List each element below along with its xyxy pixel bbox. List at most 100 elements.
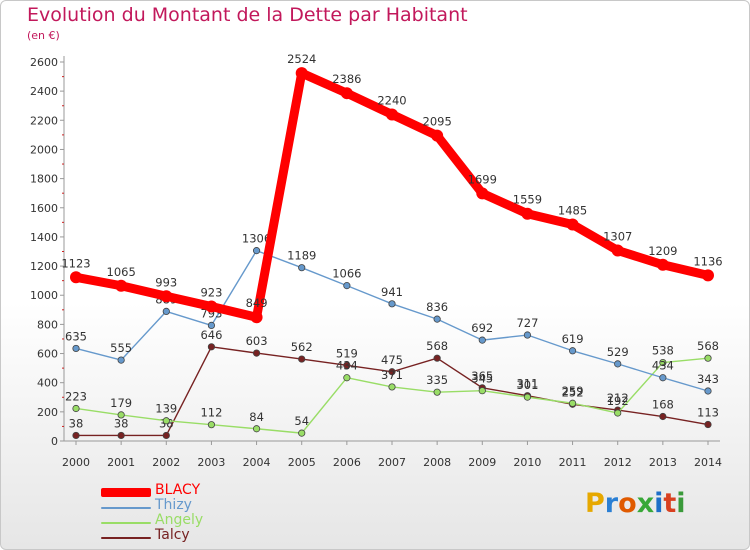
x-tick-label: 2003 bbox=[197, 456, 225, 469]
data-point bbox=[343, 282, 351, 290]
data-label: 179 bbox=[110, 396, 132, 410]
y-tick-label: 600 bbox=[37, 348, 58, 361]
data-point bbox=[162, 431, 170, 440]
logo-letter: i bbox=[654, 488, 664, 519]
data-label: 2386 bbox=[332, 72, 361, 86]
data-point bbox=[478, 336, 486, 344]
y-tick-label: 1000 bbox=[30, 289, 58, 302]
data-point bbox=[521, 207, 534, 220]
data-label: 335 bbox=[426, 373, 448, 387]
data-label: 1189 bbox=[287, 249, 316, 263]
data-label: 1065 bbox=[107, 265, 136, 279]
y-tick-label: 2600 bbox=[30, 56, 58, 69]
data-label: 941 bbox=[381, 285, 403, 299]
data-point bbox=[388, 368, 396, 376]
legend-swatch bbox=[101, 507, 151, 509]
x-tick-label: 2005 bbox=[288, 456, 316, 469]
x-tick-label: 2014 bbox=[694, 456, 722, 469]
data-point bbox=[207, 421, 216, 429]
legend-label: BLACY bbox=[155, 482, 201, 498]
data-label: 529 bbox=[607, 345, 629, 359]
data-point bbox=[704, 387, 712, 395]
data-point bbox=[704, 354, 712, 362]
data-label: 38 bbox=[69, 416, 84, 430]
x-tick-label: 2002 bbox=[152, 456, 180, 469]
legend-label: Thizy bbox=[155, 497, 192, 513]
logo-letter: r bbox=[604, 488, 619, 519]
x-tick-label: 2006 bbox=[333, 456, 361, 469]
data-label: 849 bbox=[246, 296, 268, 310]
x-tick-label: 2013 bbox=[649, 456, 677, 469]
data-label: 1699 bbox=[468, 172, 497, 186]
y-tick-label: 800 bbox=[37, 318, 58, 331]
data-point bbox=[704, 420, 712, 429]
data-label: 538 bbox=[652, 344, 674, 358]
data-point bbox=[388, 300, 396, 308]
x-tick-label: 2012 bbox=[604, 456, 632, 469]
data-point bbox=[386, 108, 398, 121]
data-label: 836 bbox=[426, 300, 448, 314]
y-tick-label: 200 bbox=[37, 406, 58, 419]
data-label: 555 bbox=[110, 341, 132, 355]
logo-letter: i bbox=[676, 488, 686, 519]
proxiti-logo: Proxiti bbox=[585, 488, 686, 519]
data-label: 619 bbox=[562, 332, 584, 346]
y-tick-label: 1200 bbox=[30, 260, 58, 273]
x-tick-label: 2009 bbox=[468, 456, 496, 469]
data-label: 2095 bbox=[423, 115, 452, 129]
data-label: 301 bbox=[516, 378, 538, 392]
x-tick-label: 2010 bbox=[513, 456, 541, 469]
data-point bbox=[702, 269, 714, 282]
data-point bbox=[207, 343, 216, 351]
x-tick-label: 2000 bbox=[62, 456, 90, 469]
data-point bbox=[298, 355, 306, 363]
x-tick-label: 2007 bbox=[378, 456, 406, 469]
y-tick-label: 1400 bbox=[30, 231, 58, 244]
y-tick-label: 2000 bbox=[30, 143, 58, 156]
data-point bbox=[298, 429, 306, 437]
data-point bbox=[343, 374, 351, 382]
data-point bbox=[252, 349, 261, 357]
data-point bbox=[476, 187, 489, 200]
data-label: 365 bbox=[471, 369, 493, 383]
data-label: 345 bbox=[471, 372, 493, 386]
data-label: 252 bbox=[562, 385, 584, 399]
data-point bbox=[478, 387, 486, 395]
data-point bbox=[115, 279, 128, 292]
data-label: 993 bbox=[155, 275, 177, 289]
y-tick-label: 400 bbox=[37, 377, 58, 390]
data-label: 1307 bbox=[603, 229, 632, 243]
data-point bbox=[72, 344, 80, 353]
data-label: 475 bbox=[381, 353, 403, 367]
data-point bbox=[523, 393, 532, 401]
data-label: 139 bbox=[155, 402, 177, 416]
data-point bbox=[207, 321, 216, 330]
data-point bbox=[252, 425, 261, 433]
data-point bbox=[659, 374, 667, 382]
data-point bbox=[614, 360, 622, 368]
data-point bbox=[659, 358, 667, 367]
data-label: 223 bbox=[65, 389, 87, 403]
data-label: 727 bbox=[516, 316, 538, 330]
data-label: 54 bbox=[294, 414, 309, 428]
data-label: 568 bbox=[697, 339, 719, 353]
data-point bbox=[295, 67, 308, 80]
x-tick-label: 2001 bbox=[107, 456, 135, 469]
legend-swatch bbox=[101, 488, 151, 497]
data-point bbox=[117, 431, 125, 440]
data-point bbox=[70, 271, 82, 284]
data-point bbox=[659, 412, 667, 421]
data-label: 1559 bbox=[513, 193, 542, 207]
data-point bbox=[388, 383, 396, 391]
data-label: 562 bbox=[291, 340, 313, 354]
y-tick-label: 2200 bbox=[30, 114, 58, 127]
data-label: 646 bbox=[200, 328, 222, 342]
data-point bbox=[117, 356, 125, 364]
data-label: 343 bbox=[697, 372, 719, 386]
data-label: 635 bbox=[65, 329, 87, 343]
logo-letter: o bbox=[618, 488, 637, 519]
data-point bbox=[298, 264, 306, 272]
data-label: 38 bbox=[114, 416, 129, 430]
x-tick-label: 2011 bbox=[559, 456, 587, 469]
data-label: 1066 bbox=[332, 267, 361, 281]
